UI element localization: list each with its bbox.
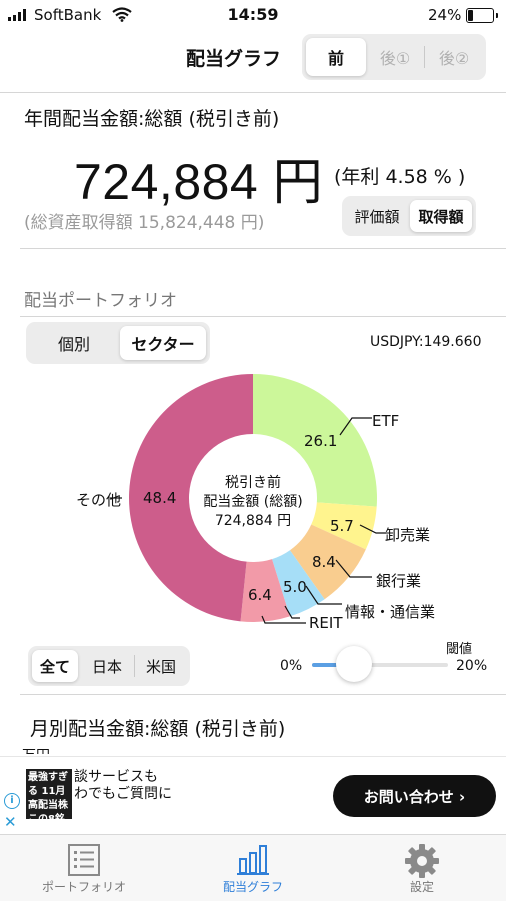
value-label-etf: 26.1 <box>304 432 338 450</box>
donut-center-label: 税引き前 配当金額 (総額) 724,884 円 <box>193 474 313 531</box>
market-filter-segmented-control: 全て 日本 米国 <box>28 646 190 686</box>
sector-donut-chart <box>110 374 386 624</box>
ad-text-line-2: わでもご質問に <box>74 786 172 802</box>
annual-dividend-amount: 724,884 円 <box>74 154 324 210</box>
clock: 14:59 <box>227 5 279 24</box>
value-label-wholesale: 5.7 <box>330 517 354 535</box>
tab-settings[interactable]: 設定 <box>338 835 506 901</box>
tab-dividend-graph[interactable]: 配当グラフ <box>169 835 337 901</box>
donut-slice-4[interactable] <box>240 559 290 622</box>
total-asset-cost: (総資産取得額 15,824,448 円) <box>24 213 265 233</box>
ad-text[interactable]: 談サービスも わでもご質問に <box>74 769 172 803</box>
donut-slice-0[interactable] <box>253 374 377 507</box>
category-label-bank: 銀行業 <box>376 572 422 590</box>
donut-hole <box>197 442 309 554</box>
annual-yield: (年利 4.58 % ) <box>334 166 466 188</box>
ad-logo[interactable]: 最強すぎる 11月高配当株 この8銘柄 <box>26 769 72 839</box>
tab-label-portfolio: ポートフォリオ <box>41 880 126 894</box>
segment-japan[interactable]: 日本 <box>91 657 122 676</box>
leader-line-5 <box>261 615 306 624</box>
divider <box>20 694 506 695</box>
segment-pre-tax[interactable]: 前 <box>306 38 366 76</box>
segment-market-value[interactable]: 評価額 <box>354 207 400 226</box>
value-label-other: 48.4 <box>143 489 177 507</box>
donut-slice-1[interactable] <box>311 502 377 550</box>
threshold-slider-thumb[interactable] <box>336 646 372 682</box>
tab-label-dividend-graph: 配当グラフ <box>222 880 283 894</box>
tab-portfolio[interactable]: ポートフォリオ <box>0 835 168 901</box>
fx-rate: USDJPY:149.660 <box>370 334 482 350</box>
ad-banner[interactable]: i ✕ 最強すぎる 11月高配当株 この8銘柄 談サービスも わでもご質問に お… <box>0 756 506 839</box>
leader-line-0 <box>339 417 372 436</box>
basis-segmented-control: 評価額 取得額 <box>342 196 476 236</box>
category-label-reit: REIT <box>309 614 343 632</box>
ad-contact-button[interactable]: お問い合わせ › <box>333 775 496 817</box>
center-line-2: 配当金額 (総額) <box>203 494 303 510</box>
category-label-etf: ETF <box>372 412 400 430</box>
value-label-telecom: 5.0 <box>283 578 307 596</box>
signal-icon <box>8 9 26 21</box>
value-label-bank: 8.4 <box>312 553 336 571</box>
bar-chart-icon <box>237 845 269 875</box>
segment-sector[interactable]: セクター <box>120 326 206 360</box>
category-label-other: その他 <box>76 491 122 509</box>
threshold-label: 閾値 <box>446 642 473 657</box>
divider <box>20 316 506 317</box>
wifi-icon <box>112 7 132 22</box>
segment-acquisition-cost[interactable]: 取得額 <box>410 200 472 232</box>
ad-close-icon[interactable]: ✕ <box>4 813 17 831</box>
tab-bar: ポートフォリオ 配当グラフ 設定 <box>0 834 506 901</box>
donut-slice-5[interactable] <box>129 374 253 622</box>
donut-slice-3[interactable] <box>272 550 325 617</box>
segment-after-tax-2[interactable]: 後② <box>438 49 470 68</box>
carrier-name: SoftBank <box>34 6 102 24</box>
portfolio-view-segmented-control: 個別 セクター <box>26 322 210 364</box>
threshold-max: 20% <box>456 658 488 674</box>
tab-label-settings: 設定 <box>409 880 434 894</box>
center-line-3: 724,884 円 <box>214 513 292 529</box>
threshold-slider-fill <box>312 663 352 667</box>
threshold-slider-track[interactable] <box>312 663 448 667</box>
monthly-unit-label: 万円 <box>22 745 50 754</box>
ad-info-icon[interactable]: i <box>4 793 20 809</box>
battery-percent: 24% <box>428 6 462 24</box>
category-label-telecom: 情報・通信業 <box>345 603 436 621</box>
segment-us[interactable]: 米国 <box>145 657 176 676</box>
divider <box>20 248 506 249</box>
category-label-wholesale: 卸売業 <box>385 526 431 544</box>
portfolio-title: 配当ポートフォリオ <box>24 291 177 311</box>
gear-icon <box>405 844 439 878</box>
list-icon <box>68 844 100 876</box>
page-title: 配当グラフ <box>186 48 282 70</box>
tax-mode-segmented-control: 前 後① 後② <box>302 34 486 80</box>
donut-slice-2[interactable] <box>289 524 366 600</box>
center-line-1: 税引き前 <box>225 475 281 491</box>
status-bar: SoftBank 14:59 24% <box>0 0 506 30</box>
segment-individual[interactable]: 個別 <box>57 335 90 354</box>
leader-line-3 <box>305 585 342 605</box>
annual-dividend-title: 年間配当金額:総額 (税引き前) <box>24 108 280 130</box>
value-label-reit: 6.4 <box>248 586 272 604</box>
segment-after-tax-1[interactable]: 後① <box>379 49 411 68</box>
segment-all[interactable]: 全て <box>32 650 78 682</box>
divider <box>0 92 506 93</box>
leader-line-1 <box>359 524 386 534</box>
battery-icon <box>466 8 498 23</box>
ad-text-line-1: 談サービスも <box>74 769 158 785</box>
leader-line-2 <box>335 559 372 578</box>
monthly-dividend-title: 月別配当金額:総額 (税引き前) <box>30 718 286 740</box>
leader-line-4 <box>284 605 300 619</box>
threshold-min: 0% <box>280 658 303 674</box>
